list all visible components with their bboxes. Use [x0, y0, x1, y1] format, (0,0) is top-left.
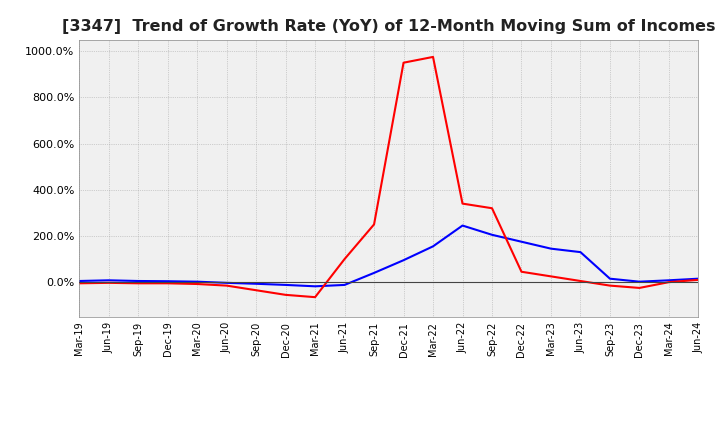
- Net Income Growth Rate: [576, 279, 585, 284]
- Net Income Growth Rate: [341, 257, 349, 262]
- Ordinary Income Growth Rate: [370, 270, 379, 275]
- Ordinary Income Growth Rate: [606, 276, 614, 281]
- Ordinary Income Growth Rate: [487, 232, 496, 238]
- Ordinary Income Growth Rate: [428, 244, 437, 249]
- Net Income Growth Rate: [606, 283, 614, 288]
- Net Income Growth Rate: [252, 288, 261, 293]
- Net Income Growth Rate: [75, 281, 84, 286]
- Ordinary Income Growth Rate: [399, 257, 408, 263]
- Net Income Growth Rate: [458, 201, 467, 206]
- Ordinary Income Growth Rate: [635, 279, 644, 284]
- Net Income Growth Rate: [134, 281, 143, 286]
- Ordinary Income Growth Rate: [163, 279, 172, 284]
- Net Income Growth Rate: [635, 285, 644, 290]
- Line: Ordinary Income Growth Rate: Ordinary Income Growth Rate: [79, 226, 698, 286]
- Ordinary Income Growth Rate: [311, 284, 320, 289]
- Ordinary Income Growth Rate: [252, 281, 261, 286]
- Ordinary Income Growth Rate: [341, 282, 349, 288]
- Net Income Growth Rate: [546, 274, 555, 279]
- Ordinary Income Growth Rate: [104, 278, 113, 283]
- Ordinary Income Growth Rate: [546, 246, 555, 251]
- Net Income Growth Rate: [222, 283, 231, 288]
- Net Income Growth Rate: [104, 280, 113, 286]
- Net Income Growth Rate: [665, 279, 673, 285]
- Ordinary Income Growth Rate: [134, 279, 143, 284]
- Net Income Growth Rate: [311, 294, 320, 300]
- Ordinary Income Growth Rate: [517, 239, 526, 244]
- Ordinary Income Growth Rate: [222, 280, 231, 286]
- Net Income Growth Rate: [282, 292, 290, 297]
- Net Income Growth Rate: [694, 277, 703, 282]
- Ordinary Income Growth Rate: [694, 276, 703, 281]
- Net Income Growth Rate: [163, 281, 172, 286]
- Ordinary Income Growth Rate: [282, 282, 290, 288]
- Ordinary Income Growth Rate: [458, 223, 467, 228]
- Net Income Growth Rate: [428, 54, 437, 59]
- Net Income Growth Rate: [487, 205, 496, 211]
- Line: Net Income Growth Rate: Net Income Growth Rate: [79, 57, 698, 297]
- Net Income Growth Rate: [370, 222, 379, 227]
- Ordinary Income Growth Rate: [665, 278, 673, 283]
- Net Income Growth Rate: [399, 60, 408, 65]
- Ordinary Income Growth Rate: [576, 249, 585, 255]
- Title: [3347]  Trend of Growth Rate (YoY) of 12-Month Moving Sum of Incomes: [3347] Trend of Growth Rate (YoY) of 12-…: [62, 19, 716, 34]
- Ordinary Income Growth Rate: [75, 279, 84, 284]
- Net Income Growth Rate: [193, 281, 202, 286]
- Net Income Growth Rate: [517, 269, 526, 275]
- Ordinary Income Growth Rate: [193, 279, 202, 284]
